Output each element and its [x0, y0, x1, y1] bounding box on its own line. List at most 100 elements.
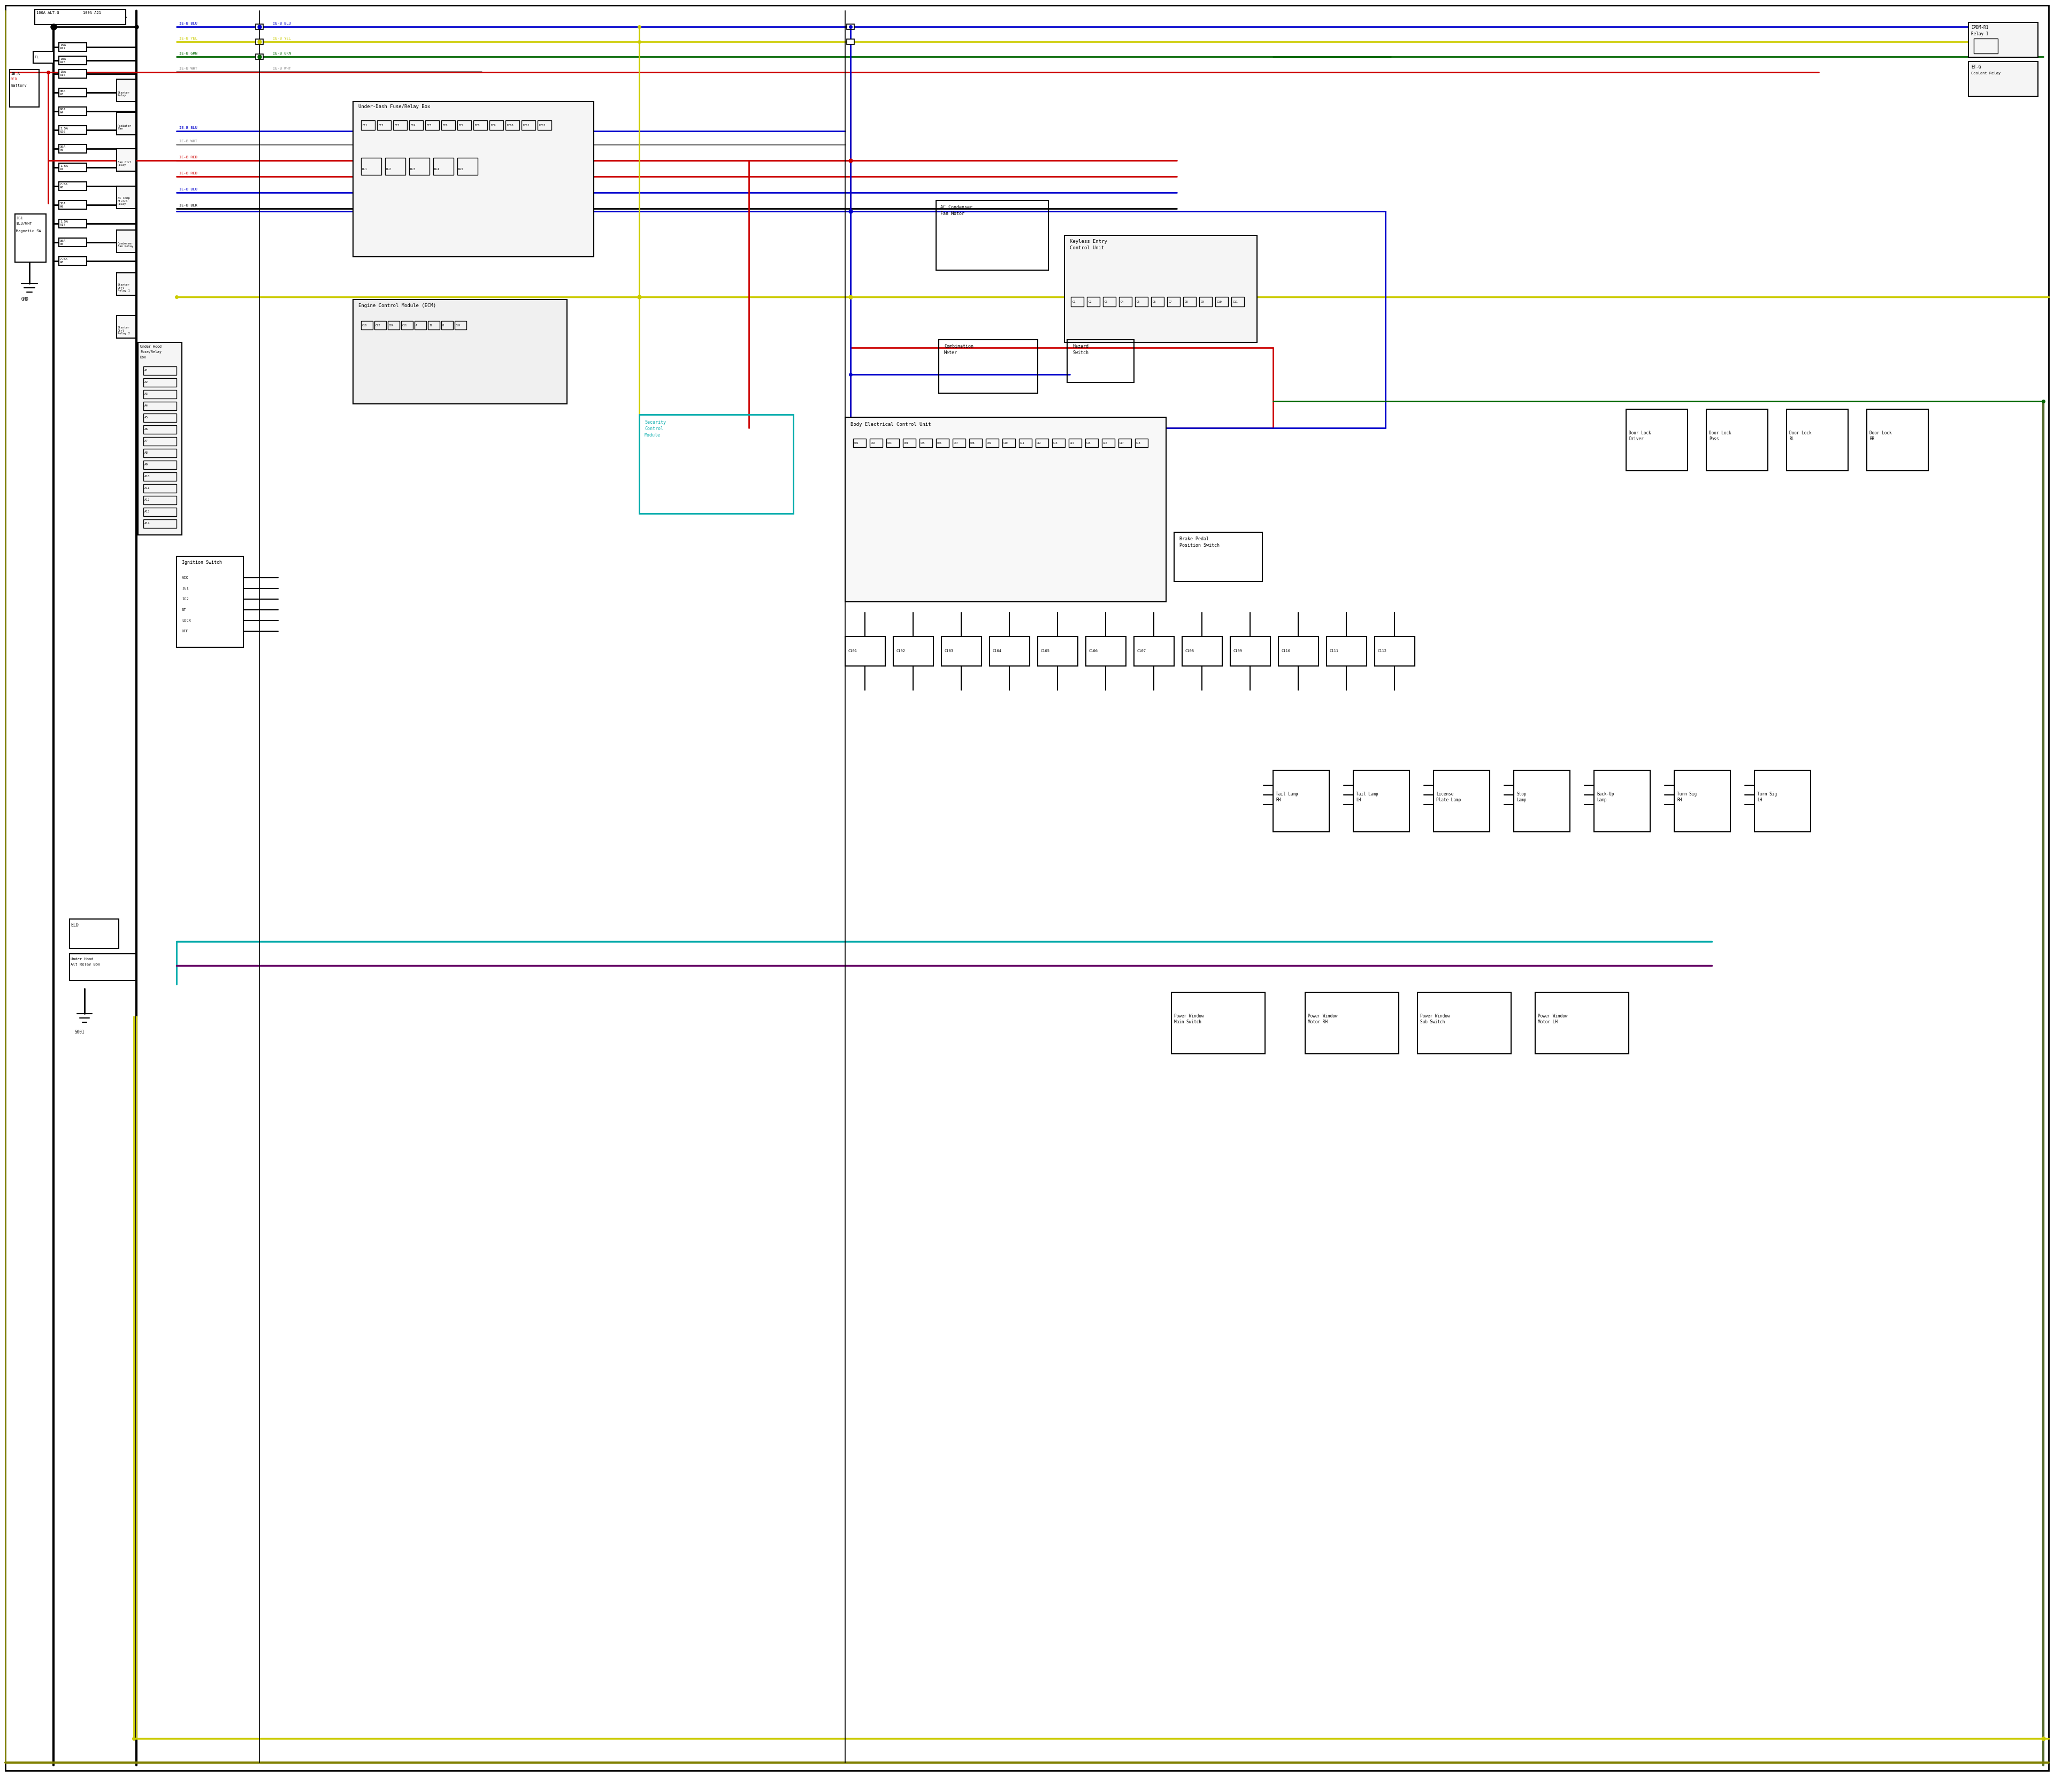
Text: Door Lock
RR: Door Lock RR	[1869, 430, 1892, 441]
Bar	[1087, 636, 1126, 667]
Text: A14: A14	[60, 73, 66, 77]
Text: C09: C09	[986, 441, 992, 444]
Text: A6: A6	[60, 242, 64, 246]
Bar	[1068, 439, 1082, 448]
Bar	[1085, 439, 1099, 448]
Bar	[1064, 235, 1257, 342]
Bar	[353, 102, 594, 256]
Text: 7.5A: 7.5A	[60, 183, 68, 186]
Bar	[378, 120, 390, 131]
Bar	[489, 120, 503, 131]
Bar	[1968, 61, 2038, 97]
Bar	[144, 425, 177, 434]
Text: Body Electrical Control Unit: Body Electrical Control Unit	[850, 421, 930, 426]
Text: RL2: RL2	[386, 168, 392, 170]
Text: S001: S001	[74, 1030, 84, 1034]
Text: 1.5A: 1.5A	[60, 220, 68, 224]
Bar	[60, 125, 86, 134]
Bar	[1867, 409, 1929, 471]
Bar	[388, 321, 401, 330]
Text: License
Plate Lamp: License Plate Lamp	[1436, 792, 1460, 803]
Bar	[60, 145, 86, 152]
Text: A5: A5	[144, 416, 148, 419]
Bar	[401, 321, 413, 330]
Bar	[869, 439, 883, 448]
Bar	[1327, 636, 1366, 667]
Text: IE-B YEL: IE-B YEL	[179, 38, 197, 39]
Bar	[255, 23, 263, 29]
Text: 15A: 15A	[60, 72, 66, 73]
Text: Turn Sig
RH: Turn Sig RH	[1676, 792, 1697, 803]
Text: ELD: ELD	[70, 923, 78, 928]
Bar	[1087, 297, 1099, 306]
Bar	[1754, 771, 1812, 831]
Bar	[1200, 297, 1212, 306]
Text: A1: A1	[144, 369, 148, 373]
Bar	[10, 70, 39, 108]
Text: C15: C15	[1087, 441, 1091, 444]
Bar	[1674, 771, 1729, 831]
Text: Magnetic SW: Magnetic SW	[16, 229, 41, 233]
Text: C104: C104	[992, 649, 1002, 652]
Bar	[392, 120, 407, 131]
Text: C05: C05	[920, 441, 924, 444]
Text: IE-B GRN: IE-B GRN	[273, 52, 292, 56]
Bar	[144, 437, 177, 446]
Text: RL1: RL1	[362, 168, 368, 170]
Text: Battery: Battery	[10, 84, 27, 88]
Text: C10: C10	[362, 324, 368, 326]
Text: C5: C5	[1136, 301, 1140, 303]
Text: 100A A21: 100A A21	[82, 11, 101, 14]
Bar	[939, 340, 1037, 392]
Text: A3: A3	[144, 392, 148, 396]
Bar	[144, 496, 177, 504]
Text: FL: FL	[35, 56, 39, 59]
Text: EF4: EF4	[411, 124, 415, 127]
Bar	[1070, 297, 1085, 306]
Text: 30A: 30A	[60, 202, 66, 204]
Text: Door Lock
RL: Door Lock RL	[1789, 430, 1812, 441]
Bar	[846, 39, 854, 45]
Bar	[846, 23, 854, 29]
Text: C107: C107	[1136, 649, 1146, 652]
Text: Combination: Combination	[945, 344, 974, 349]
Text: RED: RED	[10, 77, 18, 81]
Bar	[442, 120, 456, 131]
Bar	[1136, 297, 1148, 306]
Bar	[1434, 771, 1489, 831]
Bar	[937, 201, 1048, 271]
Text: EF6: EF6	[442, 124, 448, 127]
Text: Tail Lamp
LH: Tail Lamp LH	[1356, 792, 1378, 803]
Text: C9: C9	[1202, 301, 1204, 303]
Bar	[70, 919, 119, 948]
Text: EF8: EF8	[474, 124, 479, 127]
Text: IE-B BLU: IE-B BLU	[273, 22, 292, 25]
Bar	[1514, 771, 1569, 831]
Text: C11: C11	[1232, 301, 1239, 303]
Bar	[1304, 993, 1399, 1054]
Text: IE-B BLU: IE-B BLU	[179, 22, 197, 25]
Text: IE-B RED: IE-B RED	[179, 172, 197, 176]
Bar	[60, 108, 86, 115]
Text: IG1: IG1	[16, 217, 23, 220]
Text: IG1: IG1	[183, 586, 189, 590]
Text: C11: C11	[1021, 441, 1025, 444]
Bar	[144, 473, 177, 480]
Text: IPDM-R1: IPDM-R1	[1972, 25, 1988, 30]
Text: RL5: RL5	[458, 168, 464, 170]
Bar	[1119, 297, 1132, 306]
Bar	[887, 439, 900, 448]
Text: A11: A11	[144, 487, 150, 489]
Text: EF5: EF5	[427, 124, 431, 127]
Bar	[458, 120, 470, 131]
Bar	[60, 88, 86, 97]
Text: C103: C103	[945, 649, 953, 652]
Bar	[442, 321, 454, 330]
Text: A9: A9	[144, 464, 148, 466]
Text: C13: C13	[1054, 441, 1058, 444]
Text: C102: C102	[896, 649, 906, 652]
Bar	[1150, 297, 1165, 306]
Bar	[1354, 771, 1409, 831]
Text: Position Switch: Position Switch	[1179, 543, 1220, 548]
Bar	[415, 321, 427, 330]
